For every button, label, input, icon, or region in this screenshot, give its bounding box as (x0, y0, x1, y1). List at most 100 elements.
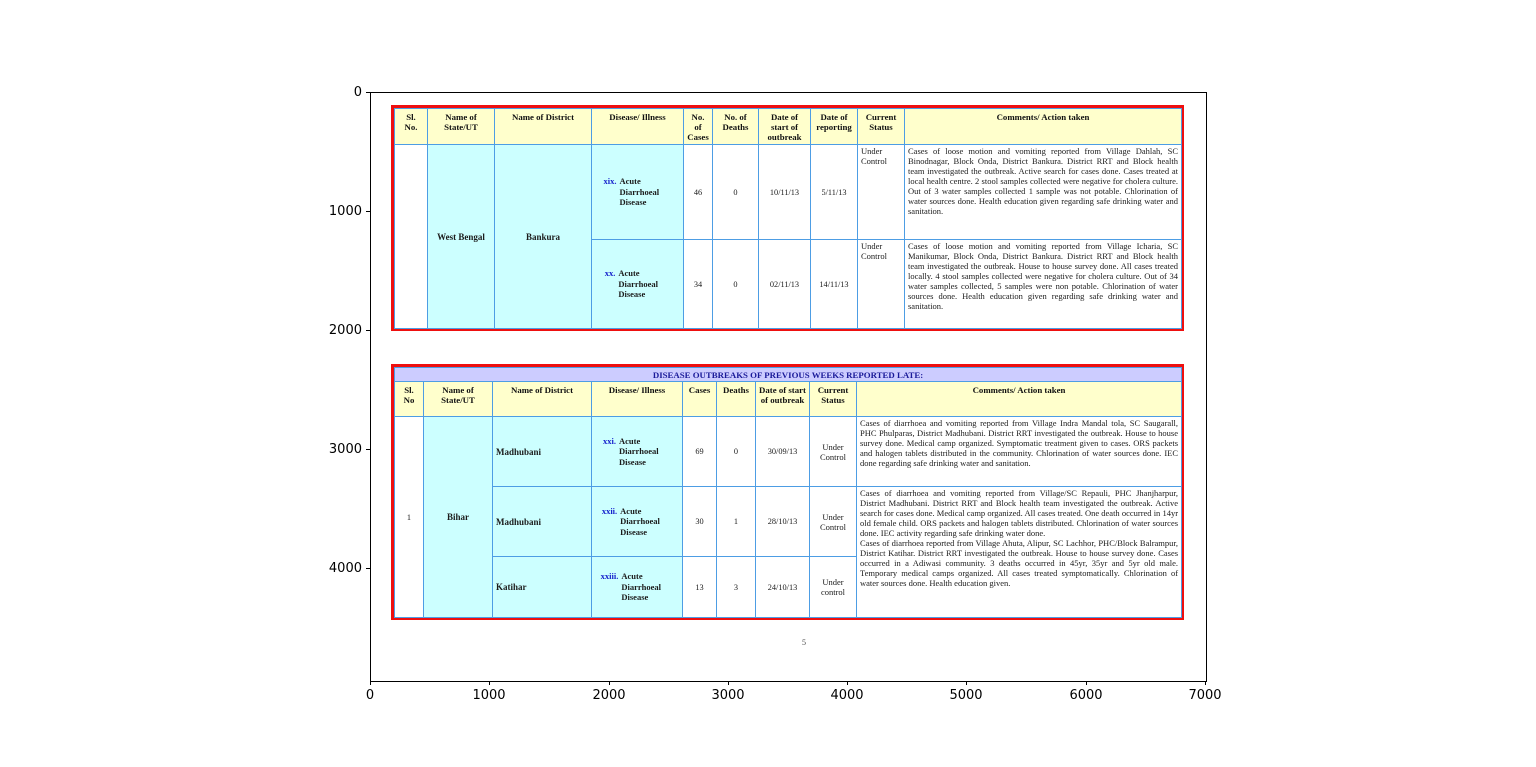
district-cell: Bankura (494, 144, 592, 329)
status-cell: Under Control (857, 239, 905, 329)
y-tick-label: 1000 (328, 204, 362, 219)
state-cell: Bihar (423, 416, 493, 618)
district-cell: Madhubani (492, 486, 592, 557)
col-header-sl-no: Sl. No (394, 381, 424, 417)
outbreak-table-reported-late: DISEASE OUTBREAKS OF PREVIOUS WEEKS REPO… (391, 364, 1184, 620)
district-cell: Madhubani (492, 416, 592, 487)
col-header-deaths: No. of Deaths (712, 108, 759, 145)
comments-cell-merged: Cases of diarrhoea and vomiting reported… (855, 486, 1183, 618)
y-tick-label: 2000 (328, 323, 362, 338)
start-date-cell: 10/11/13 (758, 144, 811, 240)
disease-cell: xix. Acute Diarrhoeal Disease (591, 144, 684, 240)
table2-row-xxi: 1 Bihar Madhubani xxi. Acute Diarrhoeal … (394, 416, 1183, 618)
col-header-district: Name of District (492, 381, 592, 417)
x-tick-label: 3000 (711, 688, 745, 703)
col-header-state: Name of State/UT (427, 108, 495, 145)
cases-cell: 30 (682, 486, 717, 557)
y-tick-mark (366, 211, 370, 212)
col-header-status: Current Status (809, 381, 857, 417)
disease-cell: xxiii. Acute Diarrhoeal Disease (591, 556, 683, 618)
reporting-date-cell: 5/11/13 (810, 144, 858, 240)
disease-name: Acute Diarrhoeal Disease (621, 571, 662, 603)
disease-numeral: xxi. (603, 435, 616, 446)
table1-header-row: Sl. No. Name of State/UT Name of Distric… (394, 108, 1182, 145)
col-header-status: Current Status (857, 108, 905, 145)
col-header-comments: Comments/ Action taken (855, 381, 1183, 417)
col-header-start-date: Date of start of outbreak (758, 108, 811, 145)
col-header-disease: Disease/ Illness (591, 108, 684, 145)
y-tick-label: 4000 (328, 561, 362, 576)
x-tick-mark (609, 681, 610, 685)
col-header-start-date: Date of start of outbreak (755, 381, 810, 417)
disease-numeral: xxiii. (600, 571, 619, 582)
table2-header-row: Sl. No Name of State/UT Name of District… (394, 381, 1183, 417)
table2-row-xxii: Madhubani xxii. Acute Diarrhoeal Disease… (395, 486, 1183, 618)
comments-paragraph: Cases of diarrhoea and vomiting reported… (860, 488, 1179, 538)
comments-cell: Cases of loose motion and vomiting repor… (904, 239, 1182, 329)
table1-row-xx: xx. Acute Diarrhoeal Disease 34 0 02/11/… (395, 239, 1182, 329)
deaths-cell: 0 (716, 416, 756, 487)
col-header-sl-no: Sl. No. (394, 108, 428, 145)
x-tick-mark (728, 681, 729, 685)
x-tick-label: 1000 (472, 688, 506, 703)
col-header-state: Name of State/UT (423, 381, 493, 417)
plot-area: Sl. No. Name of State/UT Name of Distric… (370, 92, 1207, 682)
x-tick-label: 2000 (592, 688, 626, 703)
status-cell: Under control (809, 556, 857, 618)
state-cell: West Bengal (427, 144, 495, 329)
y-tick-mark (366, 449, 370, 450)
sl-no-cell (394, 144, 428, 329)
disease-numeral: xix. (603, 176, 617, 187)
col-header-comments: Comments/ Action taken (904, 108, 1182, 145)
sl-no-cell: 1 (394, 416, 424, 618)
late-report-banner: DISEASE OUTBREAKS OF PREVIOUS WEEKS REPO… (393, 367, 1183, 382)
col-header-deaths: Deaths (716, 381, 756, 417)
deaths-cell: 0 (712, 144, 759, 240)
deaths-cell: 1 (716, 486, 756, 557)
x-tick-mark (966, 681, 967, 685)
y-tick-mark (366, 330, 370, 331)
cases-cell: 13 (682, 556, 717, 618)
disease-cell: xxi. Acute Diarrhoeal Disease (591, 416, 683, 487)
page-number: 5 (802, 638, 806, 647)
disease-numeral: xx. (604, 268, 616, 279)
col-header-district: Name of District (494, 108, 592, 145)
col-header-reporting-date: Date of reporting (810, 108, 858, 145)
x-tick-mark (1086, 681, 1087, 685)
x-tick-mark (489, 681, 490, 685)
comments-cell: Cases of loose motion and vomiting repor… (904, 144, 1182, 240)
col-header-disease: Disease/ Illness (591, 381, 683, 417)
y-tick-mark (366, 568, 370, 569)
cases-cell: 34 (683, 239, 713, 329)
col-header-cases: No. of Cases (683, 108, 713, 145)
start-date-cell: 02/11/13 (758, 239, 811, 329)
x-tick-label: 7000 (1188, 688, 1222, 703)
table1-row-xix: West Bengal Bankura xix. Acute Diarrhoea… (394, 144, 1182, 329)
y-tick-mark (366, 92, 370, 93)
status-cell: Under Control (809, 486, 857, 557)
start-date-cell: 28/10/13 (755, 486, 810, 557)
status-cell: Under Control (809, 416, 857, 487)
x-tick-label: 6000 (1069, 688, 1103, 703)
table2-banner-row: DISEASE OUTBREAKS OF PREVIOUS WEEKS REPO… (393, 367, 1183, 382)
comments-cell: Cases of diarrhoea and vomiting reported… (855, 416, 1183, 487)
comments-paragraph: Cases of diarrhoea reported from Village… (860, 538, 1179, 588)
deaths-cell: 3 (716, 556, 756, 618)
disease-name: Acute Diarrhoeal Disease (620, 505, 660, 537)
table2-row-xxiii: Katihar xxiii. Acute Diarrhoeal Disease … (395, 556, 1182, 618)
cases-cell: 46 (683, 144, 713, 240)
cases-cell: 69 (682, 416, 717, 487)
status-cell: Under Control (857, 144, 905, 240)
deaths-cell: 0 (712, 239, 759, 329)
disease-name: Acute Diarrhoeal Disease (619, 435, 659, 467)
x-tick-mark (847, 681, 848, 685)
x-tick-label: 5000 (949, 688, 983, 703)
reporting-date-cell: 14/11/13 (810, 239, 858, 329)
x-tick-mark (370, 681, 371, 685)
start-date-cell: 24/10/13 (755, 556, 810, 618)
y-tick-label: 0 (353, 85, 362, 100)
district-cell: Katihar (492, 556, 592, 618)
disease-numeral: xxii. (601, 505, 618, 516)
col-header-cases: Cases (682, 381, 717, 417)
